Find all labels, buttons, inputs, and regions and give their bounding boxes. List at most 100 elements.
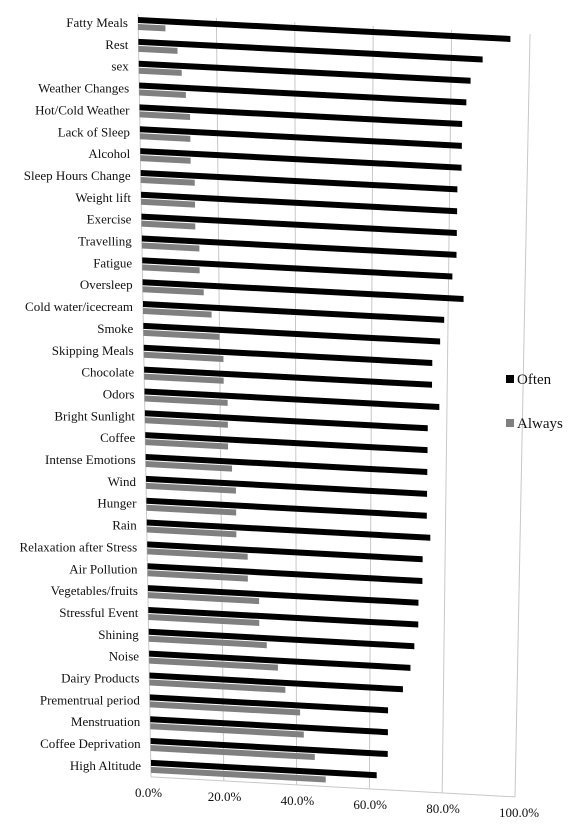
bar-always [140, 155, 191, 164]
category-label: Exercise [87, 212, 132, 227]
bar-often [142, 301, 445, 323]
category-label: Weight lift [75, 190, 131, 205]
bar-always [143, 351, 224, 362]
bar-always [138, 24, 166, 32]
x-tick-label: 0.0% [135, 785, 162, 800]
category-labels: Fatty Meals Rest sex Weather Changes Hot/Col… [19, 15, 141, 773]
bar-always [144, 395, 228, 406]
bar-often [143, 344, 433, 366]
category-label: Stressful Event [59, 605, 138, 620]
bar-always [142, 286, 204, 296]
bar-always [141, 220, 196, 230]
bar-often [141, 235, 457, 258]
category-label: Menstruation [71, 714, 141, 729]
category-label: Chocolate [81, 365, 134, 380]
bar-often [151, 759, 377, 779]
bar-always [150, 745, 315, 761]
bar-often [150, 716, 388, 736]
category-label: Hunger [97, 496, 137, 511]
bar-often [139, 82, 467, 106]
category-label: Smoke [97, 321, 133, 336]
bar-often [146, 519, 431, 541]
bar-often [148, 606, 419, 628]
bars [138, 17, 511, 783]
bar-always [144, 417, 228, 428]
category-label: Bright Sunlight [54, 408, 135, 423]
category-label: Vegetables/fruits [51, 583, 138, 598]
category-label: Noise [109, 649, 140, 664]
bar-always [145, 439, 229, 450]
category-label: Relaxation after Stress [19, 539, 137, 554]
bar-often [138, 17, 511, 42]
bar-often [143, 322, 441, 345]
bar-always [139, 89, 186, 98]
legend-swatch-often [506, 375, 514, 383]
category-label: Coffee [100, 430, 135, 445]
bar-always [145, 461, 233, 472]
category-label: Rain [112, 518, 137, 533]
bar-often [149, 672, 403, 693]
bar-always [151, 766, 326, 783]
bar-always [142, 264, 200, 274]
x-axis-ticks: 0.0% 20.0% 40.0% 60.0% 80.0% 100.0% [135, 785, 539, 820]
bar-often [149, 650, 411, 671]
bar-always [148, 635, 267, 649]
legend-label-often: Often [517, 372, 552, 388]
bar-always [139, 133, 191, 142]
bar-always [148, 613, 260, 626]
bar-always [144, 373, 224, 384]
bar-often [145, 432, 428, 454]
legend-label-always: Always [517, 416, 563, 432]
bar-often [146, 475, 428, 497]
category-label: Coffee Deprivation [40, 736, 141, 751]
bar-always [146, 526, 237, 538]
category-label: Cold water/icecream [25, 299, 133, 314]
category-label: Oversleep [80, 277, 133, 292]
bar-always [138, 45, 178, 54]
bar-always [141, 198, 196, 208]
category-label: Weather Changes [38, 81, 129, 96]
category-label: High Altitude [70, 758, 141, 773]
bar-often [144, 410, 428, 432]
bar-always [139, 111, 191, 120]
category-label: Wind [108, 474, 137, 489]
bar-always [141, 242, 200, 252]
category-label: Fatigue [93, 255, 132, 270]
bar-often [142, 257, 453, 280]
x-tick-label: 40.0% [281, 793, 315, 808]
bar-always [149, 701, 301, 716]
bar-always [140, 176, 195, 186]
x-tick-label: 60.0% [353, 797, 387, 812]
category-label: Air Pollution [69, 561, 138, 576]
bar-often [147, 563, 423, 585]
bar-often [148, 628, 415, 650]
category-label: Travelling [78, 234, 132, 249]
bar-always [146, 504, 237, 516]
category-label: Sleep Hours Change [24, 168, 131, 183]
bar-always [149, 679, 286, 693]
gridlines [137, 13, 531, 798]
bar-often [138, 38, 483, 63]
bar-often [140, 169, 458, 193]
category-label: Skipping Meals [52, 343, 134, 358]
bar-often [144, 366, 433, 388]
bar-often [149, 694, 389, 714]
bar-always [138, 67, 182, 76]
gridline [368, 25, 374, 789]
category-label: Rest [105, 37, 129, 52]
bar-often [144, 388, 440, 411]
bar-always [146, 482, 236, 494]
x-tick-label: 20.0% [208, 789, 242, 804]
category-label: sex [111, 59, 129, 74]
x-tick-label: 100.0% [499, 805, 539, 820]
category-label: Prementrual period [40, 692, 140, 707]
bar-often [138, 60, 471, 84]
bar-often [146, 497, 427, 519]
bar-often [142, 279, 464, 302]
category-label: Lack of Sleep [58, 124, 130, 139]
axis-floor [150, 776, 516, 798]
category-label: Alcohol [88, 146, 130, 161]
bar-always [150, 723, 304, 738]
category-label: Dairy Products [61, 671, 139, 686]
